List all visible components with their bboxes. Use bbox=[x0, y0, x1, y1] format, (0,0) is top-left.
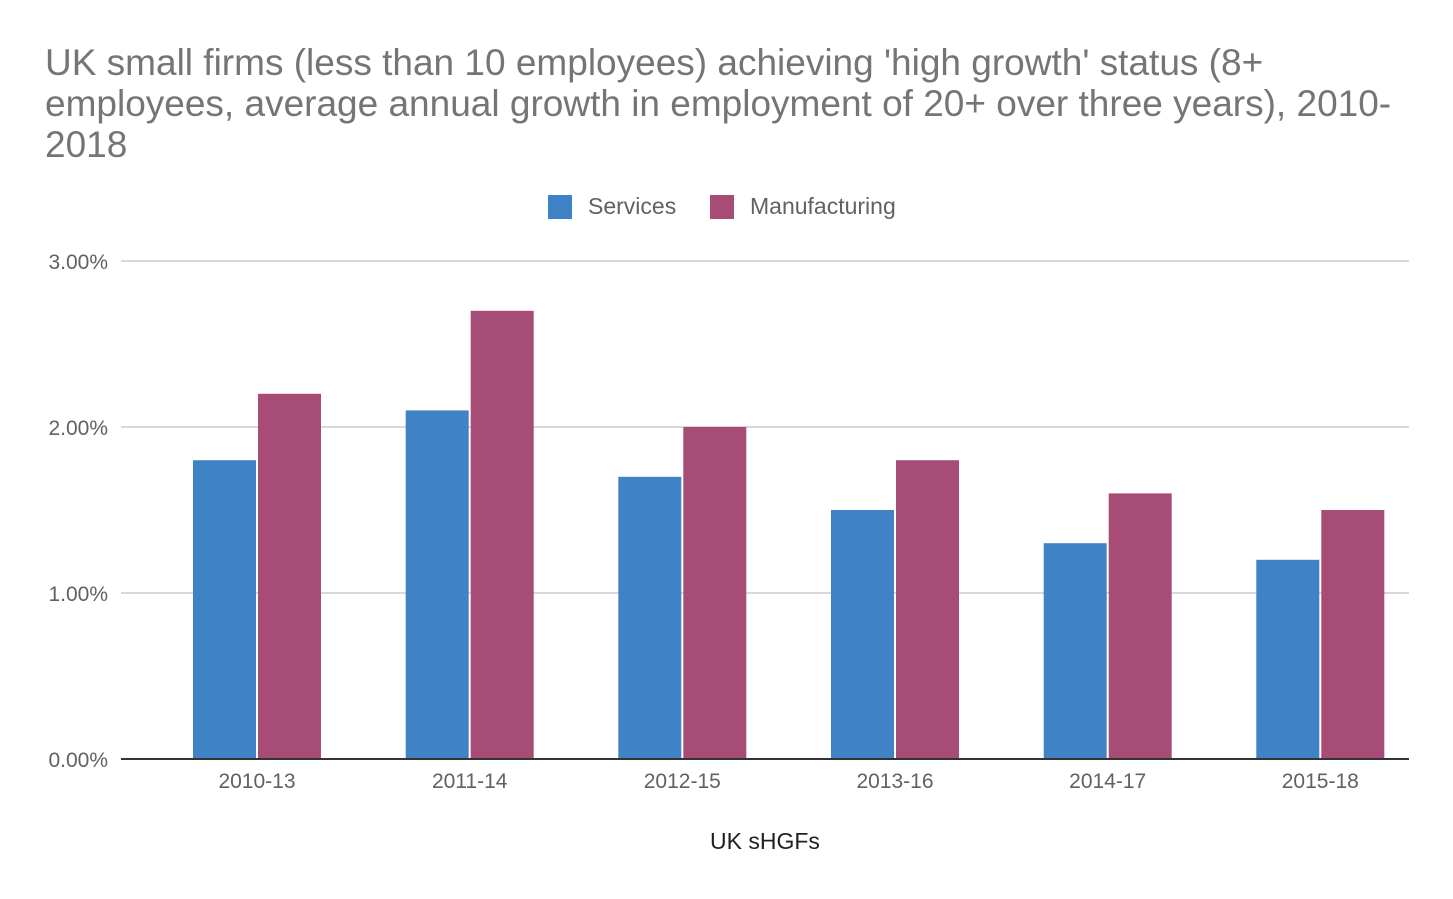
bar-manufacturing-2014-17 bbox=[1108, 493, 1172, 759]
x-tick-label: 2010-13 bbox=[218, 770, 295, 793]
y-tick-label: 0.00% bbox=[48, 749, 108, 772]
x-tick-label: 2015-18 bbox=[1282, 770, 1359, 793]
bar-manufacturing-2010-13 bbox=[258, 393, 321, 759]
legend: Services Manufacturing bbox=[548, 193, 896, 219]
bar-manufacturing-2011-14 bbox=[470, 310, 534, 759]
legend-label-manufacturing: Manufacturing bbox=[750, 193, 896, 219]
x-axis-title: UK sHGFs bbox=[710, 828, 820, 854]
x-tick-label: 2013-16 bbox=[856, 770, 933, 793]
legend-label-services: Services bbox=[588, 193, 676, 219]
legend-swatch-manufacturing bbox=[710, 195, 734, 219]
bars bbox=[193, 310, 1385, 759]
gridlines bbox=[121, 260, 1409, 594]
y-tick-label: 1.00% bbox=[48, 583, 108, 606]
y-tick-label: 2.00% bbox=[48, 417, 108, 440]
bar-services-2012-15 bbox=[618, 476, 682, 759]
bar-manufacturing-2013-16 bbox=[896, 460, 959, 759]
y-tick-label: 3.00% bbox=[48, 251, 108, 274]
x-tick-label: 2014-17 bbox=[1069, 770, 1146, 793]
bar-services-2015-18 bbox=[1256, 559, 1320, 759]
bar-services-2013-16 bbox=[831, 510, 894, 759]
y-axis-ticks: 0.00% 1.00% 2.00% 3.00% bbox=[48, 251, 108, 772]
x-tick-label: 2012-15 bbox=[644, 770, 721, 793]
x-axis-ticks: 2010-13 2011-14 2012-15 2013-16 2014-17 2015-… bbox=[218, 770, 1358, 793]
x-tick-label: 2011-14 bbox=[432, 770, 508, 793]
bar-services-2011-14 bbox=[405, 410, 469, 759]
bar-services-2014-17 bbox=[1043, 543, 1107, 759]
bar-manufacturing-2012-15 bbox=[683, 427, 747, 759]
bar-services-2010-13 bbox=[193, 460, 256, 759]
legend-swatch-services bbox=[548, 195, 572, 219]
chart-title: UK small firms (less than 10 employees) … bbox=[45, 42, 1392, 165]
bar-manufacturing-2015-18 bbox=[1321, 510, 1385, 759]
